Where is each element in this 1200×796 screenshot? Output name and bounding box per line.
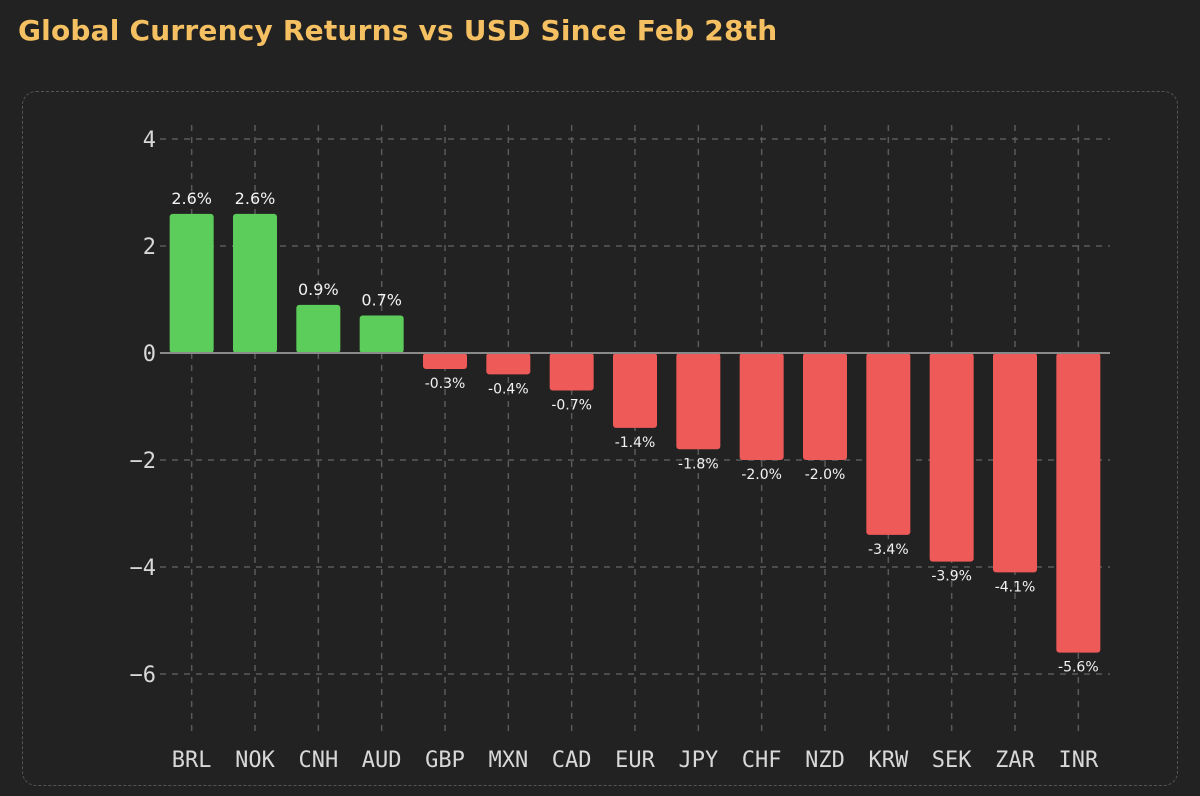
data-label: -2.0% bbox=[741, 467, 782, 483]
bar-eur bbox=[613, 353, 657, 428]
data-label: -1.4% bbox=[615, 435, 656, 451]
x-tick-label: KRW bbox=[868, 748, 908, 773]
bar-nzd bbox=[803, 353, 847, 460]
data-label: -4.1% bbox=[995, 579, 1036, 595]
bar-mxn bbox=[486, 353, 531, 375]
bar-gbp bbox=[423, 353, 467, 370]
chart-panel bbox=[22, 91, 1178, 786]
data-label: -0.3% bbox=[425, 376, 466, 392]
y-tick-label: −6 bbox=[130, 663, 157, 688]
chart-title: Global Currency Returns vs USD Since Feb… bbox=[18, 14, 778, 47]
axis-layer: 4 2 0 −2 −4 −6 BRL NOK CNH AUD GBP MXN CAD EUR JPY CHF N… bbox=[130, 128, 1110, 773]
data-label: 2.6% bbox=[235, 189, 276, 208]
x-tick-label: NZD bbox=[805, 748, 845, 773]
bar-jpy bbox=[676, 353, 721, 450]
x-tick-label: JPY bbox=[678, 748, 718, 773]
data-label: 2.6% bbox=[171, 189, 212, 208]
label-layer: 2.6% 2.6% 0.9% 0.7% -0.3% -0.4% -0.7% -1.4% -1.8… bbox=[171, 189, 1098, 676]
x-tick-label: CNH bbox=[298, 748, 338, 773]
data-label: -2.0% bbox=[805, 467, 846, 483]
bar-inr bbox=[1056, 353, 1101, 653]
x-tick-label: AUD bbox=[362, 748, 402, 773]
bar-krw bbox=[866, 353, 911, 535]
bar-sek bbox=[929, 353, 974, 562]
data-label: -3.4% bbox=[868, 542, 909, 558]
y-tick-label: 4 bbox=[143, 128, 156, 153]
x-tick-label: MXN bbox=[488, 748, 528, 773]
bar-cnh bbox=[296, 304, 341, 353]
data-label: -0.7% bbox=[551, 397, 592, 413]
bar-zar bbox=[993, 353, 1037, 573]
x-tick-label: CAD bbox=[552, 748, 592, 773]
x-tick-label: EUR bbox=[615, 748, 655, 773]
x-tick-label: BRL bbox=[172, 748, 212, 773]
y-tick-label: −2 bbox=[130, 449, 157, 474]
data-label: -0.4% bbox=[488, 381, 529, 397]
x-tick-label: NOK bbox=[235, 748, 275, 773]
x-tick-label: ZAR bbox=[995, 748, 1035, 773]
bar-chf bbox=[739, 353, 784, 460]
bar-nok bbox=[233, 213, 277, 353]
data-label: -5.6% bbox=[1058, 660, 1099, 676]
x-tick-label: SEK bbox=[932, 748, 972, 773]
bar-aud bbox=[359, 315, 404, 353]
x-tick-label: GBP bbox=[425, 748, 465, 773]
data-label: 0.7% bbox=[361, 291, 402, 310]
x-tick-label: INR bbox=[1058, 748, 1098, 773]
y-tick-label: 2 bbox=[143, 235, 156, 260]
bar-brl bbox=[169, 213, 214, 353]
data-label: 0.9% bbox=[298, 280, 339, 299]
bar-layer bbox=[169, 213, 1101, 653]
data-label: -1.8% bbox=[678, 456, 719, 472]
y-tick-label: −4 bbox=[130, 556, 157, 581]
y-tick-label: 0 bbox=[143, 342, 156, 367]
x-tick-label: CHF bbox=[742, 748, 782, 773]
bar-cad bbox=[549, 353, 594, 391]
data-label: -3.9% bbox=[931, 569, 972, 585]
